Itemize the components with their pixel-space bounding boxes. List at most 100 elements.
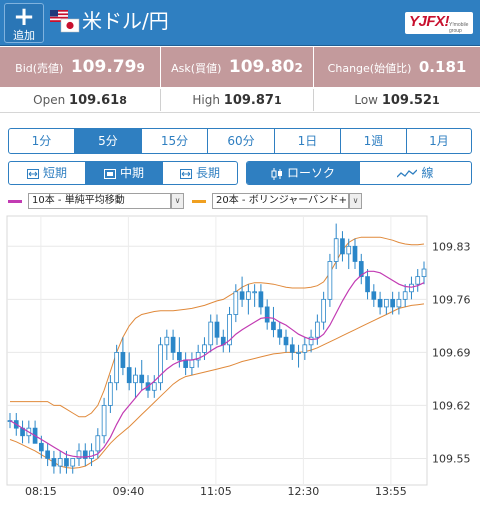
change-cell: Change(始値比) 0.181 [314,47,480,87]
us-jp-flags-icon [50,10,80,33]
add-button[interactable]: + 追加 [4,3,44,43]
candle-body [289,344,295,353]
add-button-label: 追加 [13,29,35,42]
candle-body [421,268,427,278]
x-tick-label: 11:05 [200,485,232,498]
candle-body [327,261,333,300]
candle-body [120,351,126,368]
candle-body [183,359,188,368]
chevron-down-icon[interactable]: ∨ [171,193,184,209]
tab-1min[interactable]: 1分 [9,129,75,153]
currency-pair-title: 米ドル/円 [82,9,169,33]
candle-body [233,291,239,315]
candle-body [170,336,176,353]
candle-body [39,442,44,452]
candle-body [64,458,69,467]
candle-body [164,336,170,346]
long-term-label: 長期 [195,166,220,180]
tab-1week[interactable]: 1週 [341,129,407,153]
chevron-down-icon[interactable]: ∨ [349,193,362,209]
change-value: 0.181 [418,58,467,76]
tab-15min[interactable]: 15分 [142,129,208,153]
candle-body [384,298,389,308]
candle-body [396,298,402,308]
long-term-icon [179,168,192,179]
bid-label: Bid(売値) [15,62,64,75]
tab-line[interactable]: 線 [360,162,471,184]
candle-body [208,321,214,346]
candle-body [402,291,408,300]
tab-candlestick[interactable]: ローソク [247,162,360,184]
ohl-row: Open 109.618 High 109.871 Low 109.521 [0,87,480,113]
candlestick-icon [271,167,282,180]
line-chart-icon [397,169,418,177]
bb-color-swatch [192,200,206,203]
ask-pip: 2 [294,61,303,75]
price-row: Bid(売値) 109.799 Ask(買値) 109.802 Change(始… [0,47,480,87]
candle-body [283,336,289,346]
bid-pip: 9 [136,61,145,75]
tab-mid-term[interactable]: 中期 [86,162,163,184]
bb-indicator-selector: 20本 - ボリンジャーバンド+1 ∨ [192,193,362,209]
candle-body [415,276,421,285]
candle-body [45,450,50,459]
plot-area [6,215,428,486]
price-chart[interactable]: 109.83 109.76 109.69 109.62 109.55 08:15 09:40… [0,213,480,508]
ask-label: Ask(買値) [171,62,222,75]
candle-body [365,276,370,293]
ma-indicator-selector: 10本 - 単純平均移動 ∨ [8,193,184,209]
candle-body [258,291,264,308]
candle-body [371,291,377,300]
candle-body [246,291,251,300]
x-tick-label: 09:40 [113,485,145,498]
candle-body [252,291,257,294]
candle-body [214,321,220,338]
tab-short-term[interactable]: 短期 [9,162,86,184]
tab-5min[interactable]: 5分 [75,129,142,153]
candle-body [315,321,320,338]
low-value: 109.52 [381,93,432,108]
candle-body [308,336,314,346]
period-tabs: 短期 中期 長期 [8,161,238,185]
tab-1day[interactable]: 1日 [275,129,341,153]
line-label: 線 [421,166,434,180]
candle-body [51,458,57,467]
candle-body [189,359,195,368]
candle-body [321,298,326,323]
tab-1month[interactable]: 1月 [429,134,449,148]
candle-body [82,450,88,459]
candlestick-label: ローソク [286,166,335,180]
short-term-label: 短期 [42,166,67,180]
candle-body [139,374,145,384]
low-pip: 1 [431,94,440,107]
tab-long-term[interactable]: 長期 [163,162,237,184]
ask-value: 109.80 [228,57,295,77]
candle-body [340,238,345,255]
open-label: Open [33,93,66,107]
x-tick-label: 12:30 [288,485,320,498]
bid-cell: Bid(売値) 109.799 [0,47,160,87]
bollinger-lower-line [9,303,425,469]
candle-body [333,238,339,262]
tab-60min[interactable]: 60分 [208,129,275,153]
change-label: Change(始値比) [327,62,412,75]
low-label: Low [354,93,378,107]
logo-subtext: Y!mobile group [449,22,469,34]
ma-select[interactable]: 10本 - 単純平均移動 [28,193,171,209]
candle-body [271,321,276,331]
candle-body [151,382,157,391]
logo-text: YJFX! [409,13,450,30]
candle-body [76,450,82,459]
y-tick-label: 109.76 [432,293,471,306]
candle-body [352,245,358,262]
candle-body [296,351,301,354]
candle-body [70,458,76,467]
app-header: + 追加 米ドル/円 YJFX! Y!mobile group [0,0,480,46]
ma-color-swatch [8,200,22,203]
candle-body [177,351,182,361]
open-value: 109.61 [69,93,120,108]
bb-select[interactable]: 20本 - ボリンジャーバンド+1 [212,193,349,209]
moving-average-line [9,270,425,458]
candle-body [358,261,364,278]
mid-term-icon [103,168,116,179]
